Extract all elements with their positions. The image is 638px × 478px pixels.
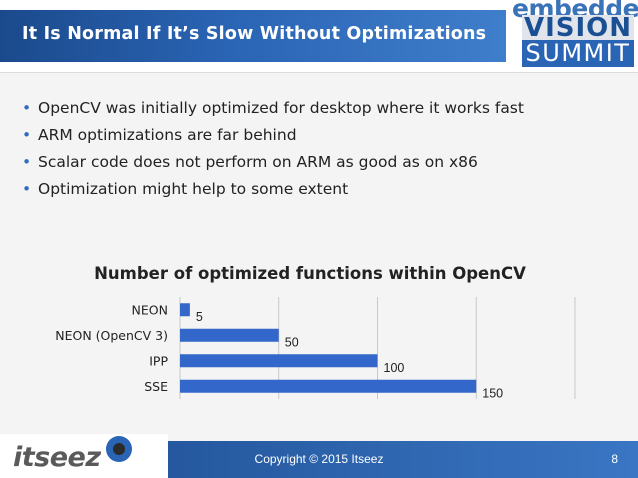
itseez-eye-icon: [106, 436, 132, 462]
bullet-text: Scalar code does not perform on ARM as g…: [38, 153, 478, 171]
category-label: NEON: [132, 302, 168, 317]
bullet-text: ARM optimizations are far behind: [38, 126, 297, 144]
bullet-text: OpenCV was initially optimized for deskt…: [38, 99, 524, 117]
category-label: IPP: [149, 353, 168, 368]
slide-title: It Is Normal If It’s Slow Without Optimi…: [22, 24, 487, 44]
data-label: 50: [285, 335, 299, 349]
chart-title: Number of optimized functions within Ope…: [94, 264, 526, 283]
bullet-item: • Scalar code does not perform on ARM as …: [22, 152, 524, 179]
bar-chart: Number of optimized functions within Ope…: [55, 264, 576, 400]
logo-summit-text: SUMMIT: [522, 40, 634, 67]
bullet-list: • OpenCV was initially optimized for desk…: [22, 98, 524, 206]
footer-logo-area: [0, 434, 168, 478]
bullet-icon: •: [22, 126, 32, 144]
eye-pupil: [113, 443, 125, 455]
bullet-item: • Optimization might help to some extent: [22, 179, 524, 206]
bar: [180, 328, 279, 342]
data-label: 150: [482, 386, 503, 400]
copyright-text: Copyright © 2015 Itseez: [254, 452, 384, 466]
title-bar: [0, 10, 506, 62]
page-number: 8: [611, 452, 618, 466]
bullet-item: • ARM optimizations are far behind: [22, 125, 524, 152]
data-label: 5: [196, 310, 203, 324]
bullet-item: • OpenCV was initially optimized for desk…: [22, 98, 524, 125]
bullet-icon: •: [22, 99, 32, 117]
category-label: NEON (OpenCV 3): [55, 328, 168, 343]
bullet-icon: •: [22, 153, 32, 171]
itseez-logo-text: itseez: [13, 442, 101, 473]
bullet-text: Optimization might help to some extent: [38, 180, 349, 198]
bar: [180, 354, 378, 368]
logo-vision-text: VISION: [522, 13, 634, 43]
bar: [180, 379, 477, 393]
header-divider: [0, 72, 638, 73]
bar: [180, 303, 190, 317]
data-label: 100: [384, 361, 405, 375]
bullet-icon: •: [22, 180, 32, 198]
category-label: SSE: [144, 379, 168, 394]
